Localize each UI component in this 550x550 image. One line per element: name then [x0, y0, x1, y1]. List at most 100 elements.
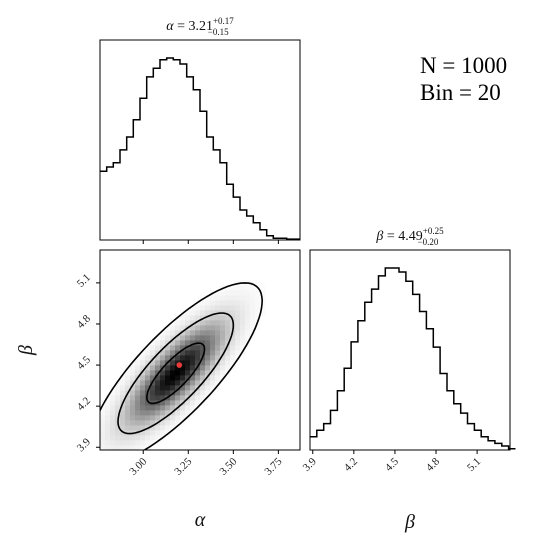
density-cell [150, 415, 156, 421]
annotation: N = 1000 Bin = 20 [420, 53, 507, 105]
density-cell [135, 355, 141, 361]
density-cell [185, 370, 191, 376]
density-cell [155, 430, 161, 436]
beta-hist-bin [385, 268, 392, 450]
beta-hist-bin [468, 424, 475, 450]
density-cell [175, 415, 181, 421]
density-cell [135, 405, 141, 411]
density-cell [190, 310, 196, 316]
alpha-hist-bin [160, 60, 167, 240]
alpha-hist-bin [100, 171, 107, 240]
density-cell [165, 350, 171, 356]
density-cell [155, 395, 161, 401]
density-cell [220, 295, 226, 301]
density-cell [150, 370, 156, 376]
density-cell [230, 340, 236, 346]
density-cell [200, 340, 206, 346]
density-cell [230, 290, 236, 296]
density-cell [135, 360, 141, 366]
density-cell [160, 380, 166, 386]
density-cell [190, 345, 196, 351]
density-cell [130, 420, 136, 426]
density-cell [130, 445, 136, 450]
density-cell [205, 350, 211, 356]
density-cell [175, 400, 181, 406]
density-cell [165, 385, 171, 391]
contour-2sigma [117, 312, 235, 435]
density-cell [115, 410, 121, 416]
density-cell [150, 385, 156, 391]
density-cell [210, 370, 216, 376]
density-cell [210, 345, 216, 351]
beta-hist-bin [392, 268, 399, 450]
density-cell [140, 355, 146, 361]
density-cell [165, 405, 171, 411]
density-cell [140, 365, 146, 371]
alpha-histogram-frame [99, 39, 301, 241]
density-cell [160, 415, 166, 421]
density-cell [170, 370, 176, 376]
beta-hist-bin [474, 430, 481, 450]
density-cell [165, 325, 171, 331]
density-cell [140, 410, 146, 416]
density-cell [225, 320, 231, 326]
density-cell [165, 420, 171, 426]
density-cell [130, 415, 136, 421]
density-cell [125, 385, 131, 391]
density-cell [145, 345, 151, 351]
density-cell [130, 380, 136, 386]
density-cell [180, 335, 186, 341]
density-cell [105, 445, 111, 450]
density-cell [190, 365, 196, 371]
density-cell [170, 425, 176, 431]
density-cell [230, 295, 236, 301]
density-cell [200, 295, 206, 301]
density-cell [120, 410, 126, 416]
density-cell [235, 310, 241, 316]
density-cell [135, 385, 141, 391]
density-cell [200, 395, 206, 401]
density-cell [170, 340, 176, 346]
alpha-hist-bin [127, 137, 134, 240]
density-cell [235, 325, 241, 331]
density-cell [190, 395, 196, 401]
density-cell [170, 325, 176, 331]
density-cell [120, 375, 126, 381]
density-cell [190, 335, 196, 341]
density-cell [155, 380, 161, 386]
density-cell [145, 350, 151, 356]
density-cell [135, 425, 141, 431]
density-cell [225, 345, 231, 351]
density-cell [155, 405, 161, 411]
beta-hist-bin [399, 272, 406, 450]
density-cell [185, 340, 191, 346]
density-cell [215, 350, 221, 356]
density-cell [155, 425, 161, 431]
density-contours [100, 282, 264, 450]
density-cell [115, 435, 121, 441]
density-cell [145, 430, 151, 436]
density-cell [160, 330, 166, 336]
density-cell [235, 290, 241, 296]
density-cell [165, 345, 171, 351]
density-cell [245, 295, 251, 301]
density-cell [210, 360, 216, 366]
density-cell [195, 375, 201, 381]
beta-x-tick-label: 4.5 [383, 455, 402, 474]
density-cell [160, 350, 166, 356]
density-cell [215, 330, 221, 336]
density-cell [125, 400, 131, 406]
beta-hist-bin [420, 312, 427, 451]
density-cell [230, 360, 236, 366]
density-cell [250, 285, 256, 291]
density-cell [155, 415, 161, 421]
density-cell [240, 340, 246, 346]
density-cells [100, 280, 266, 450]
density-cell [260, 310, 266, 316]
density-cell [240, 335, 246, 341]
density-cell [160, 375, 166, 381]
density-cell [215, 370, 221, 376]
density-cell [195, 345, 201, 351]
density-cell [195, 370, 201, 376]
density-cell [160, 430, 166, 436]
